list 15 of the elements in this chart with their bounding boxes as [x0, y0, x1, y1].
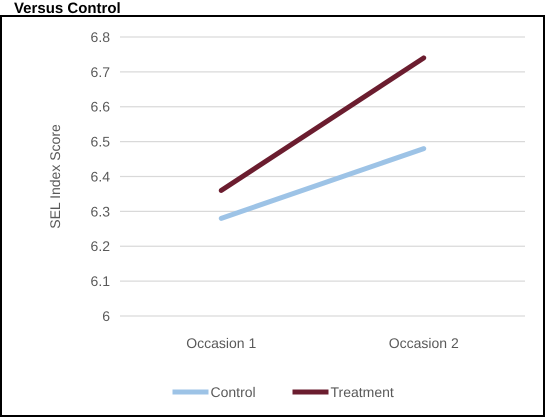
- x-tick-label: Occasion 2: [388, 335, 459, 351]
- y-tick-label: 6: [102, 308, 110, 324]
- y-tick-label: 6.4: [90, 168, 110, 184]
- chart-title: Versus Control: [14, 0, 121, 17]
- y-tick-label: 6.5: [90, 134, 110, 150]
- y-tick-label: 6.3: [90, 203, 110, 220]
- legend-label: Treatment: [330, 384, 394, 400]
- y-tick-label: 6.1: [90, 273, 110, 290]
- legend-label: Control: [210, 384, 256, 400]
- y-tick-label: 6.7: [90, 64, 110, 80]
- y-tick-label: 6.8: [90, 28, 110, 45]
- y-tick-label: 6.2: [90, 238, 110, 254]
- x-tick-label: Occasion 1: [186, 335, 256, 351]
- y-tick-label: 6.6: [90, 98, 110, 115]
- y-axis-title: SEL Index Score: [47, 124, 63, 229]
